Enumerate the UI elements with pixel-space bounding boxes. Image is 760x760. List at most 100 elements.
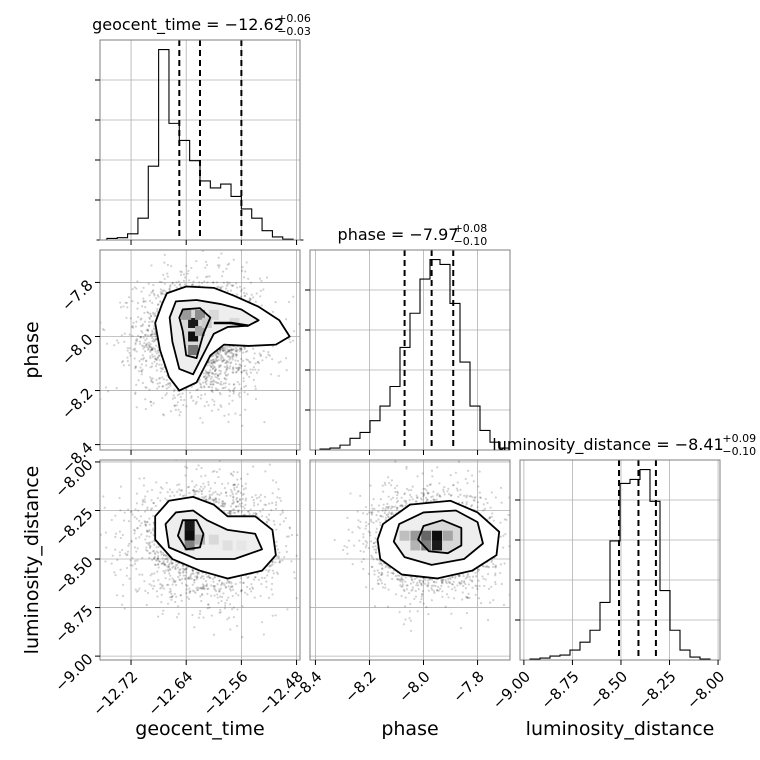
sample-point — [218, 353, 221, 356]
sample-point — [233, 483, 236, 486]
sample-point — [231, 451, 233, 453]
sample-point — [215, 389, 218, 392]
sample-point — [204, 260, 208, 263]
sample-point — [191, 283, 195, 286]
sample-point — [144, 398, 147, 401]
sample-point — [210, 584, 213, 587]
sample-point — [229, 494, 232, 497]
sample-point — [243, 391, 246, 394]
sample-point — [179, 574, 182, 577]
sample-point — [232, 354, 235, 358]
sample-point — [139, 515, 143, 518]
sample-point — [113, 344, 116, 347]
sample-point — [197, 588, 200, 591]
sample-point — [260, 304, 263, 307]
sample-point — [176, 483, 179, 487]
sample-point — [225, 599, 228, 602]
sample-point — [311, 531, 313, 533]
sample-point — [222, 359, 225, 362]
sample-point — [220, 599, 223, 603]
sample-point — [156, 570, 159, 573]
sample-point — [127, 544, 130, 547]
sample-point — [208, 490, 211, 493]
sample-point — [144, 360, 148, 363]
histogram-step-phase — [310, 258, 511, 451]
sample-point — [182, 571, 185, 574]
sample-point — [237, 393, 240, 397]
sample-point — [195, 400, 198, 404]
sample-point — [228, 358, 231, 361]
sample-point — [166, 275, 169, 278]
sample-point — [140, 358, 143, 361]
sample-point — [275, 501, 278, 504]
sample-point — [235, 293, 239, 296]
sample-point — [178, 393, 181, 396]
sample-point — [292, 330, 296, 333]
sample-point — [275, 528, 278, 531]
sample-point — [143, 320, 147, 323]
sample-point — [205, 498, 208, 501]
sample-point — [192, 488, 195, 492]
sample-point — [140, 290, 143, 293]
sample-point — [274, 614, 277, 617]
sample-point — [149, 400, 152, 403]
sample-point — [170, 562, 174, 565]
sample-point — [133, 529, 136, 532]
sample-point — [204, 369, 207, 372]
sample-point — [249, 297, 252, 301]
sample-point — [228, 603, 232, 606]
scatter-panel-geocent_time-phase: −7.8−8.0−8.2−8.4 — [58, 249, 301, 477]
sample-point — [196, 395, 200, 399]
sample-point — [236, 353, 239, 356]
sample-point — [149, 355, 152, 358]
panel-content — [100, 451, 313, 660]
sample-point — [115, 386, 118, 390]
sample-point — [144, 538, 147, 541]
sample-point — [230, 361, 233, 364]
sample-point — [248, 587, 252, 591]
sample-point — [170, 595, 173, 599]
sample-point — [194, 493, 197, 496]
sample-point — [142, 356, 146, 360]
sample-point — [253, 501, 256, 504]
sample-point — [150, 348, 153, 351]
sample-point — [153, 339, 157, 342]
sample-point — [236, 500, 239, 503]
sample-point — [208, 375, 211, 378]
sample-point — [145, 541, 148, 545]
sample-point — [169, 596, 172, 599]
sample-point — [227, 361, 230, 364]
sample-point — [153, 355, 156, 358]
sample-point — [223, 486, 226, 490]
sample-point — [206, 373, 210, 376]
sample-point — [150, 314, 153, 317]
sample-point — [234, 353, 238, 356]
sample-point — [252, 512, 255, 515]
sample-point — [193, 626, 196, 629]
sample-point — [221, 502, 224, 505]
sample-point — [212, 361, 215, 364]
sample-point — [151, 348, 154, 351]
sample-point — [105, 342, 109, 345]
sample-point — [179, 395, 182, 399]
sample-point — [148, 316, 151, 319]
sample-point — [189, 574, 192, 578]
sample-point — [202, 584, 206, 587]
sample-point — [246, 576, 249, 579]
sample-point — [206, 364, 209, 367]
sample-point — [154, 335, 157, 338]
sample-point — [171, 282, 174, 285]
sample-point — [164, 569, 167, 572]
sample-point — [138, 587, 141, 590]
sample-point — [225, 491, 228, 494]
sample-point — [227, 585, 230, 588]
sample-point — [207, 481, 210, 484]
sample-point — [119, 301, 122, 304]
sample-point — [237, 366, 240, 369]
sample-point — [236, 380, 239, 384]
sample-point — [167, 565, 171, 568]
sample-point — [226, 281, 229, 284]
sample-point — [131, 299, 134, 303]
sample-point — [145, 546, 148, 549]
sample-point — [248, 512, 251, 516]
